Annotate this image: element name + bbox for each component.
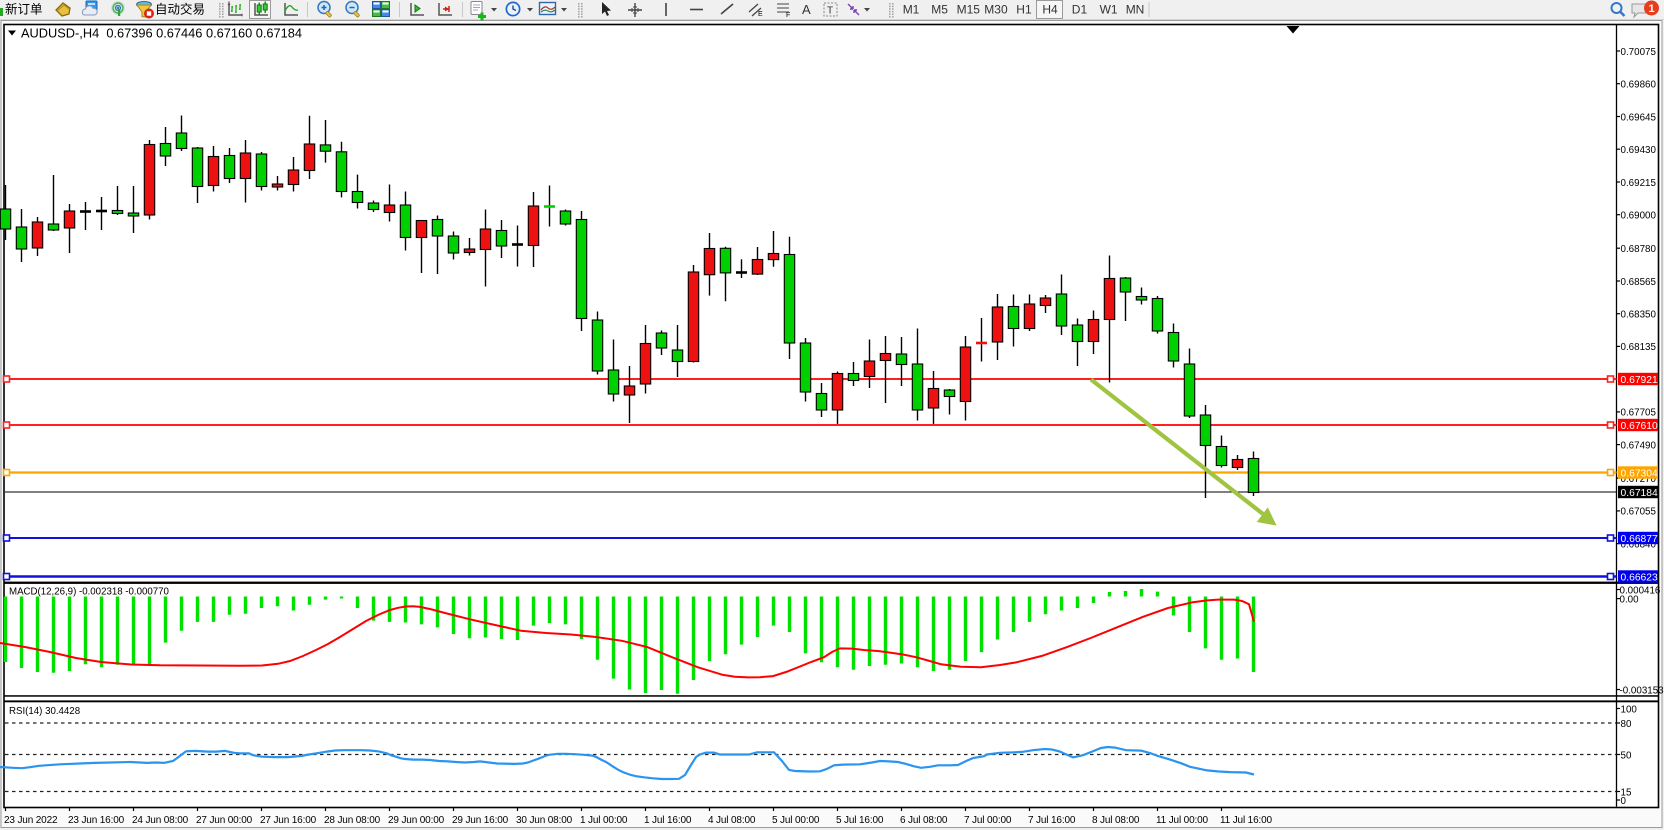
svg-text:M5: M5 <box>931 3 948 17</box>
svg-text:7 Jul 00:00: 7 Jul 00:00 <box>964 815 1012 826</box>
svg-text:5 Jul 16:00: 5 Jul 16:00 <box>836 815 884 826</box>
svg-text:0.68350: 0.68350 <box>1621 310 1657 321</box>
svg-text:1 Jul 00:00: 1 Jul 00:00 <box>580 815 628 826</box>
svg-text:H1: H1 <box>1016 3 1032 17</box>
svg-text:0: 0 <box>1621 796 1627 807</box>
svg-text:自动交易: 自动交易 <box>155 2 205 17</box>
svg-text:D1: D1 <box>1072 3 1088 17</box>
svg-text:0.67610: 0.67610 <box>1621 421 1658 432</box>
svg-text:11 Jul 00:00: 11 Jul 00:00 <box>1156 815 1209 826</box>
svg-text:50: 50 <box>1621 750 1632 761</box>
svg-text:1 Jul 16:00: 1 Jul 16:00 <box>644 815 692 826</box>
svg-text:0.67705: 0.67705 <box>1621 408 1657 419</box>
svg-text:24 Jun 08:00: 24 Jun 08:00 <box>132 815 189 826</box>
svg-text:0.68565: 0.68565 <box>1621 277 1657 288</box>
svg-text:100: 100 <box>1621 704 1638 715</box>
svg-text:8 Jul 08:00: 8 Jul 08:00 <box>1092 815 1140 826</box>
svg-text:0.67490: 0.67490 <box>1621 440 1657 451</box>
svg-text:F: F <box>786 12 790 19</box>
svg-text:MN: MN <box>1126 3 1145 17</box>
svg-text:M15: M15 <box>957 3 981 17</box>
svg-text:T: T <box>827 6 833 17</box>
svg-text:0.69645: 0.69645 <box>1621 112 1657 123</box>
svg-text:H4: H4 <box>1042 3 1058 17</box>
svg-text:0.69215: 0.69215 <box>1621 178 1657 189</box>
svg-text:11 Jul 16:00: 11 Jul 16:00 <box>1220 815 1273 826</box>
svg-text:29 Jun 00:00: 29 Jun 00:00 <box>388 815 445 826</box>
svg-text:23 Jun 16:00: 23 Jun 16:00 <box>68 815 125 826</box>
svg-text:0.67921: 0.67921 <box>1621 375 1658 386</box>
svg-text:M1: M1 <box>903 3 920 17</box>
svg-text:0.00: 0.00 <box>1620 594 1640 605</box>
svg-text:15: 15 <box>1621 787 1632 798</box>
svg-text:5 Jul 00:00: 5 Jul 00:00 <box>772 815 820 826</box>
svg-text:0.67184: 0.67184 <box>1621 488 1658 499</box>
svg-text:0.69860: 0.69860 <box>1621 80 1657 91</box>
svg-text:23 Jun 2022: 23 Jun 2022 <box>4 815 58 826</box>
svg-text:30 Jun 08:00: 30 Jun 08:00 <box>516 815 573 826</box>
svg-text:29 Jun 16:00: 29 Jun 16:00 <box>452 815 509 826</box>
svg-text:28 Jun 08:00: 28 Jun 08:00 <box>324 815 381 826</box>
svg-text:0.000416: 0.000416 <box>1620 585 1661 596</box>
svg-text:0.68780: 0.68780 <box>1621 244 1657 255</box>
svg-text:AUDUSD-,H4 0.67396 0.67446 0.: AUDUSD-,H4 0.67396 0.67446 0.67160 0.671… <box>21 26 302 41</box>
svg-text:7 Jul 16:00: 7 Jul 16:00 <box>1028 815 1076 826</box>
svg-text:27 Jun 00:00: 27 Jun 00:00 <box>196 815 253 826</box>
svg-text:6 Jul 08:00: 6 Jul 08:00 <box>900 815 948 826</box>
svg-text:1: 1 <box>1648 3 1654 15</box>
svg-text:W1: W1 <box>1100 3 1118 17</box>
svg-text:0.67055: 0.67055 <box>1621 507 1657 518</box>
svg-text:M30: M30 <box>984 3 1008 17</box>
svg-text:0.68135: 0.68135 <box>1621 342 1657 353</box>
svg-text:新订单: 新订单 <box>5 2 43 17</box>
svg-text:80: 80 <box>1621 719 1632 730</box>
svg-text:E: E <box>758 11 763 18</box>
svg-text:MACD(12,26,9) -0.002318 -0.000: MACD(12,26,9) -0.002318 -0.000770 <box>9 586 170 597</box>
svg-text:27 Jun 16:00: 27 Jun 16:00 <box>260 815 317 826</box>
svg-text:-0.003153: -0.003153 <box>1620 685 1664 696</box>
svg-text:RSI(14) 30.4428: RSI(14) 30.4428 <box>9 706 80 717</box>
svg-text:0.66623: 0.66623 <box>1621 572 1658 583</box>
svg-text:0.69430: 0.69430 <box>1621 145 1657 156</box>
svg-text:A: A <box>802 2 811 17</box>
svg-text:0.70075: 0.70075 <box>1621 47 1657 58</box>
svg-text:0.67304: 0.67304 <box>1621 468 1658 479</box>
svg-text:0.66877: 0.66877 <box>1621 534 1658 545</box>
svg-text:4 Jul 08:00: 4 Jul 08:00 <box>708 815 756 826</box>
svg-text:0.66840: 0.66840 <box>1621 539 1657 550</box>
svg-text:0.67270: 0.67270 <box>1621 474 1657 485</box>
svg-text:0.69000: 0.69000 <box>1621 211 1657 222</box>
